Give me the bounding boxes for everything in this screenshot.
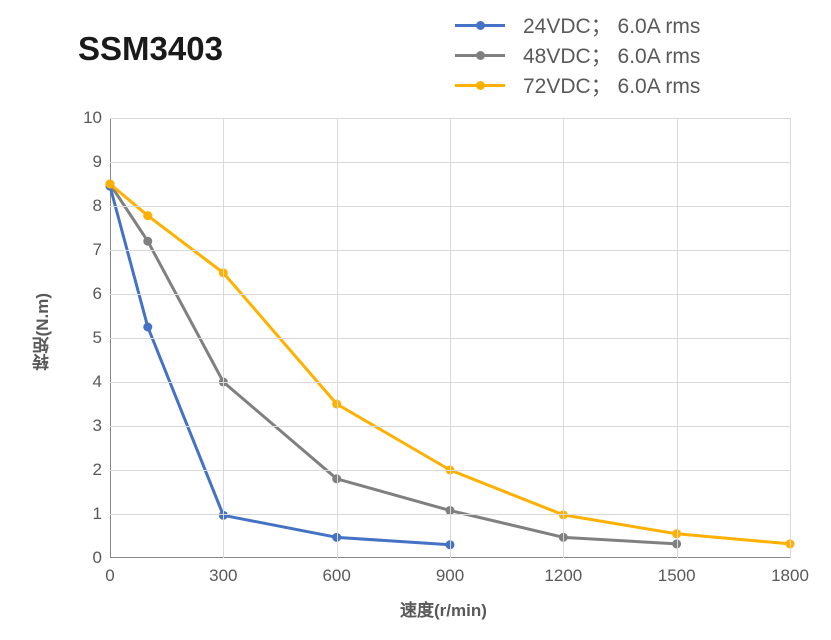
gridline-vertical (450, 118, 451, 558)
y-tick-label: 10 (62, 108, 102, 128)
y-tick-label: 8 (62, 196, 102, 216)
x-tick-label: 1800 (771, 566, 809, 586)
series-line-48VDC (110, 184, 677, 544)
x-tick-label: 600 (322, 566, 350, 586)
y-tick-label: 5 (62, 328, 102, 348)
gridline-vertical (790, 118, 791, 558)
gridline-vertical (677, 118, 678, 558)
chart-container: { "title": { "text": "SSM3403", "fontsiz… (0, 0, 831, 640)
chart-series-svg (0, 0, 831, 640)
y-tick-label: 7 (62, 240, 102, 260)
x-tick-label: 0 (105, 566, 114, 586)
x-tick-label: 1200 (544, 566, 582, 586)
x-tick-label: 1500 (658, 566, 696, 586)
series-marker-48VDC (143, 237, 152, 246)
gridline-vertical (337, 118, 338, 558)
y-tick-label: 6 (62, 284, 102, 304)
x-tick-label: 300 (209, 566, 237, 586)
x-tick-label: 900 (436, 566, 464, 586)
series-line-24VDC (110, 186, 450, 545)
y-tick-label: 4 (62, 372, 102, 392)
gridline-vertical (223, 118, 224, 558)
y-tick-label: 9 (62, 152, 102, 172)
series-marker-72VDC (143, 211, 152, 220)
y-tick-label: 1 (62, 504, 102, 524)
y-tick-label: 2 (62, 460, 102, 480)
gridline-vertical (563, 118, 564, 558)
y-tick-label: 0 (62, 548, 102, 568)
series-marker-24VDC (143, 323, 152, 332)
y-tick-label: 3 (62, 416, 102, 436)
series-marker-72VDC (106, 180, 115, 189)
